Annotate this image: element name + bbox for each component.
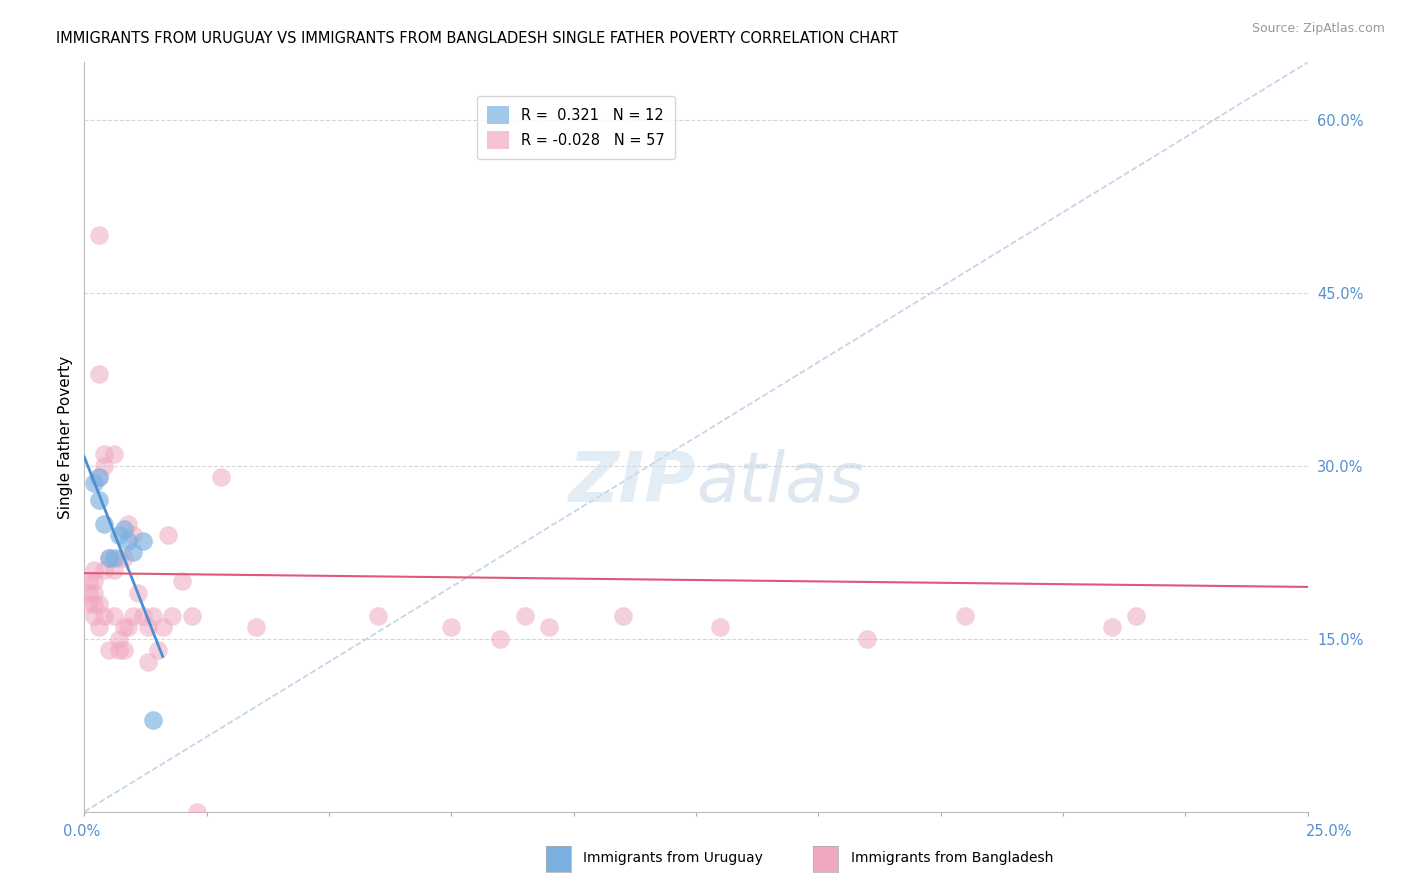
- Point: [77, 574, 100, 589]
- Point: [142, 713, 165, 727]
- Point: [103, 608, 125, 623]
- Point: [953, 608, 976, 623]
- Point: [77, 597, 100, 611]
- Point: [83, 563, 105, 577]
- Text: Immigrants from Bangladesh: Immigrants from Bangladesh: [851, 851, 1053, 865]
- Y-axis label: Single Father Poverty: Single Father Poverty: [58, 356, 73, 518]
- Point: [440, 620, 463, 634]
- Point: [112, 643, 135, 657]
- Point: [117, 516, 139, 531]
- Point: [112, 522, 135, 536]
- Point: [122, 608, 145, 623]
- Point: [107, 643, 129, 657]
- Point: [97, 551, 120, 566]
- Point: [142, 608, 165, 623]
- Point: [136, 655, 159, 669]
- Text: 25.0%: 25.0%: [1305, 824, 1353, 838]
- Point: [103, 563, 125, 577]
- Point: [93, 516, 115, 531]
- Text: IMMIGRANTS FROM URUGUAY VS IMMIGRANTS FROM BANGLADESH SINGLE FATHER POVERTY CORR: IMMIGRANTS FROM URUGUAY VS IMMIGRANTS FR…: [56, 31, 898, 46]
- Text: Immigrants from Uruguay: Immigrants from Uruguay: [583, 851, 763, 865]
- Point: [538, 620, 561, 634]
- Point: [181, 608, 204, 623]
- Point: [245, 620, 267, 634]
- Point: [172, 574, 194, 589]
- Point: [97, 643, 120, 657]
- Text: 0.0%: 0.0%: [63, 824, 100, 838]
- Point: [103, 447, 125, 461]
- Point: [152, 620, 174, 634]
- Point: [146, 643, 169, 657]
- Point: [77, 585, 100, 599]
- Point: [136, 620, 159, 634]
- Point: [1125, 608, 1147, 623]
- Text: ZIP: ZIP: [568, 449, 696, 516]
- Point: [122, 528, 145, 542]
- Point: [112, 620, 135, 634]
- Point: [367, 608, 389, 623]
- Point: [87, 367, 110, 381]
- Point: [489, 632, 512, 646]
- Point: [127, 585, 149, 599]
- Point: [83, 574, 105, 589]
- Point: [132, 608, 155, 623]
- Point: [209, 470, 232, 484]
- Point: [162, 608, 184, 623]
- Point: [117, 620, 139, 634]
- Text: Source: ZipAtlas.com: Source: ZipAtlas.com: [1251, 22, 1385, 36]
- Point: [107, 551, 129, 566]
- Point: [93, 608, 115, 623]
- Point: [93, 563, 115, 577]
- Point: [117, 533, 139, 548]
- Point: [97, 551, 120, 566]
- Point: [132, 533, 155, 548]
- Point: [1101, 620, 1123, 634]
- Point: [513, 608, 536, 623]
- Point: [107, 528, 129, 542]
- Point: [103, 551, 125, 566]
- Point: [87, 470, 110, 484]
- Point: [93, 447, 115, 461]
- Point: [612, 608, 634, 623]
- Point: [87, 493, 110, 508]
- Point: [83, 585, 105, 599]
- Point: [83, 476, 105, 491]
- Point: [87, 470, 110, 484]
- Point: [186, 805, 208, 819]
- Point: [87, 620, 110, 634]
- Text: atlas: atlas: [696, 449, 863, 516]
- Point: [93, 458, 115, 473]
- Point: [87, 228, 110, 243]
- Point: [856, 632, 879, 646]
- Point: [709, 620, 731, 634]
- Point: [83, 597, 105, 611]
- Point: [83, 608, 105, 623]
- Point: [156, 528, 179, 542]
- Point: [87, 597, 110, 611]
- Point: [112, 551, 135, 566]
- Point: [107, 632, 129, 646]
- Point: [122, 545, 145, 559]
- Legend: R =  0.321   N = 12, R = -0.028   N = 57: R = 0.321 N = 12, R = -0.028 N = 57: [477, 96, 675, 160]
